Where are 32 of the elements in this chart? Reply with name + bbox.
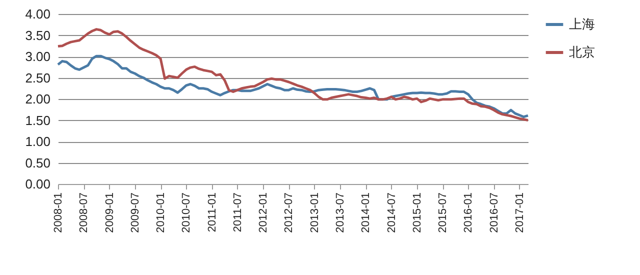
legend-label: 上海 [569, 18, 595, 32]
x-tick-label: 2011-01 [206, 192, 218, 232]
y-tick-label: 3.00 [25, 49, 50, 64]
y-tick-label: 2.00 [25, 92, 50, 106]
y-tick-label: 1.00 [25, 134, 50, 149]
x-tick-label: 2008-07 [78, 192, 90, 233]
line-series [56, 54, 530, 118]
x-tick-label: 2015-07 [437, 192, 450, 233]
x-tick-label: 2012-07 [283, 192, 296, 233]
x-tick-label: 2016-07 [488, 192, 500, 233]
y-tick-label: 0.50 [25, 155, 50, 170]
x-tick-label: 2012-01 [258, 192, 270, 233]
x-tick-label: 2010-01 [155, 192, 168, 233]
x-tick-label: 2015-01 [411, 192, 424, 233]
x-tick-label: 2010-07 [180, 192, 193, 233]
y-tick-label: 1.50 [25, 112, 50, 128]
x-tick-label: 2014-07 [386, 192, 398, 233]
legend-label: 北京 [569, 46, 595, 60]
y-tick-label: 2.50 [25, 70, 50, 86]
x-tick-label: 2016-01 [462, 192, 475, 233]
y-tick-label: 3.50 [25, 28, 50, 43]
x-tick-label: 2013-07 [334, 192, 346, 233]
x-tick-label: 2013-01 [308, 192, 321, 233]
x-tick-label: 2014-01 [360, 192, 372, 233]
x-tick-label: 2017-01 [514, 192, 526, 233]
x-tick-label: 2008-01 [52, 192, 64, 233]
x-tick-label: 2009-01 [104, 192, 116, 233]
x-tick-label: 2009-07 [129, 192, 142, 233]
x-tick-label: 2011-07 [232, 192, 244, 232]
y-tick-label: 4.00 [25, 6, 50, 22]
line-series [56, 28, 530, 122]
y-tick-label: 0.00 [25, 176, 50, 192]
